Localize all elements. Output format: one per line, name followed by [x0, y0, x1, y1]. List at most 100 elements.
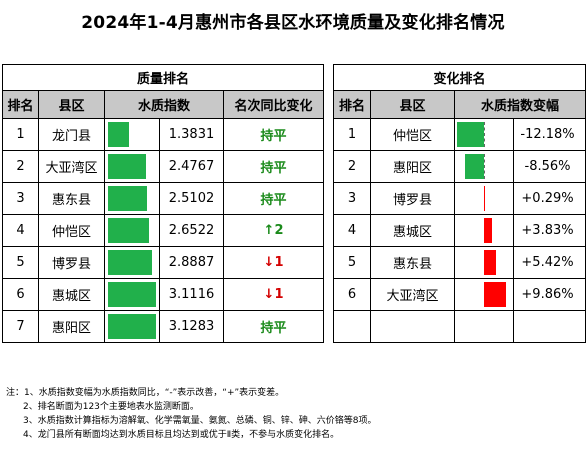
rank-cell: 3	[333, 182, 371, 215]
rank-change-cell: ↓1	[222, 246, 325, 279]
index-bar	[108, 186, 147, 211]
footnotes: 注：1、水质指数变幅为水质指数同比，“-”表示改善，“+”表示变差。 2、排名断…	[6, 386, 376, 442]
rank-cell: 4	[333, 214, 371, 247]
footnote-4: 4、龙门县所有断面均达到水质目标且均达到或优于Ⅱ类，不参与水质变化排名。	[23, 430, 340, 440]
rank-cell: 2	[333, 150, 371, 183]
change-bar-cell	[454, 182, 514, 215]
county-header: 县区	[38, 90, 105, 119]
index-value-cell: 3.1116	[159, 278, 224, 311]
change-value-cell: -12.18%	[512, 118, 586, 151]
change-ranking-section-title: 变化排名	[332, 64, 586, 91]
quality-ranking-table: 质量排名 排名 县区 水质指数 名次同比变化 1 龙门县 1.3831 持平 2 大亚湾区…	[1, 64, 325, 343]
index-bar	[108, 314, 156, 339]
table-row: 3 惠东县 2.5102 持平	[2, 182, 325, 215]
table-row: 3 博罗县 +0.29%	[333, 182, 586, 215]
county-cell: 仲恺区	[370, 118, 455, 151]
change-bar	[465, 154, 484, 179]
index-value-cell: 2.4767	[159, 150, 224, 183]
table-row: 5 惠东县 +5.42%	[333, 246, 586, 279]
empty-cell	[454, 310, 514, 343]
index-bar	[108, 282, 156, 307]
empty-row	[333, 310, 586, 343]
empty-cell	[333, 310, 371, 343]
index-value-cell: 1.3831	[159, 118, 224, 151]
index-value-cell: 2.6522	[159, 214, 224, 247]
change-bar	[484, 186, 485, 211]
change-value-cell: -8.56%	[512, 150, 586, 183]
county-cell: 博罗县	[370, 182, 455, 215]
change-bar	[484, 282, 506, 307]
rank-change-cell: 持平	[222, 150, 325, 183]
rank-cell: 5	[2, 246, 39, 279]
index-bar	[108, 122, 130, 147]
table-row: 6 大亚湾区 +9.86%	[333, 278, 586, 311]
index-bar-cell	[104, 118, 160, 151]
county-cell: 大亚湾区	[38, 150, 105, 183]
water-index-header: 水质指数	[104, 90, 224, 119]
change-bar-cell	[454, 150, 514, 183]
index-value-cell: 3.1283	[159, 310, 224, 343]
empty-cell	[512, 310, 586, 343]
index-value-cell: 2.5102	[159, 182, 224, 215]
table-row: 5 博罗县 2.8887 ↓1	[2, 246, 325, 279]
table-row: 6 惠城区 3.1116 ↓1	[2, 278, 325, 311]
county-cell: 博罗县	[38, 246, 105, 279]
rank-cell: 1	[333, 118, 371, 151]
empty-cell	[370, 310, 455, 343]
change-value-cell: +9.86%	[512, 278, 586, 311]
index-bar	[108, 218, 149, 243]
change-bar	[484, 250, 496, 275]
index-bar	[108, 154, 146, 179]
index-bar-cell	[104, 310, 160, 343]
index-bar-cell	[104, 182, 160, 215]
county-header: 县区	[370, 90, 455, 119]
change-bar-cell	[454, 214, 514, 247]
table-row: 2 惠阳区 -8.56%	[333, 150, 586, 183]
footnote-2: 2、排名断面为123个主要地表水监测断面。	[23, 402, 199, 412]
footnote-1: 注：1、水质指数变幅为水质指数同比，“-”表示改善，“+”表示变差。	[6, 388, 285, 398]
rank-cell: 5	[333, 246, 371, 279]
rank-change-cell: ↓1	[222, 278, 325, 311]
county-cell: 惠阳区	[370, 150, 455, 183]
change-value-cell: +3.83%	[512, 214, 586, 247]
index-change-header: 水质指数变幅	[453, 90, 586, 119]
rank-change-cell: 持平	[222, 182, 325, 215]
rank-header: 排名	[333, 90, 371, 119]
index-bar-cell	[104, 278, 160, 311]
rank-change-header: 名次同比变化	[222, 90, 325, 119]
county-cell: 惠城区	[370, 214, 455, 247]
rank-cell: 6	[333, 278, 371, 311]
rank-cell: 2	[2, 150, 39, 183]
table-row: 2 大亚湾区 2.4767 持平	[2, 150, 325, 183]
rank-cell: 1	[2, 118, 39, 151]
index-value-cell: 2.8887	[159, 246, 224, 279]
table-row: 1 仲恺区 -12.18%	[333, 118, 586, 151]
table-row: 1 龙门县 1.3831 持平	[2, 118, 325, 151]
footnote-3: 3、水质指数计算指标为溶解氧、化学需氧量、氨氮、总磷、铜、锌、砷、六价铬等8项。	[23, 416, 377, 426]
index-bar-cell	[104, 214, 160, 247]
rank-cell: 6	[2, 278, 39, 311]
change-value-cell: +5.42%	[512, 246, 586, 279]
county-cell: 惠城区	[38, 278, 105, 311]
page-title: 2024年1-4月惠州市各县区水环境质量及变化排名情况	[81, 13, 505, 33]
rank-change-cell: ↑2	[222, 214, 325, 247]
county-cell: 龙门县	[38, 118, 105, 151]
county-cell: 大亚湾区	[370, 278, 455, 311]
change-bar	[484, 218, 493, 243]
rank-header: 排名	[2, 90, 39, 119]
rank-change-cell: 持平	[222, 310, 325, 343]
change-bar-cell	[454, 278, 514, 311]
quality-ranking-section-title: 质量排名	[1, 64, 325, 91]
index-bar-cell	[104, 150, 160, 183]
change-ranking-table: 变化排名 排名 县区 水质指数变幅 1 仲恺区 -12.18% 2 惠阳区 -8.56% 3…	[332, 64, 586, 343]
change-bar-cell	[454, 246, 514, 279]
rank-cell: 4	[2, 214, 39, 247]
county-cell: 仲恺区	[38, 214, 105, 247]
index-bar	[108, 250, 153, 275]
county-cell: 惠阳区	[38, 310, 105, 343]
rank-change-cell: 持平	[222, 118, 325, 151]
table-row: 4 仲恺区 2.6522 ↑2	[2, 214, 325, 247]
change-bar	[457, 122, 484, 147]
county-cell: 惠东县	[38, 182, 105, 215]
change-value-cell: +0.29%	[512, 182, 586, 215]
